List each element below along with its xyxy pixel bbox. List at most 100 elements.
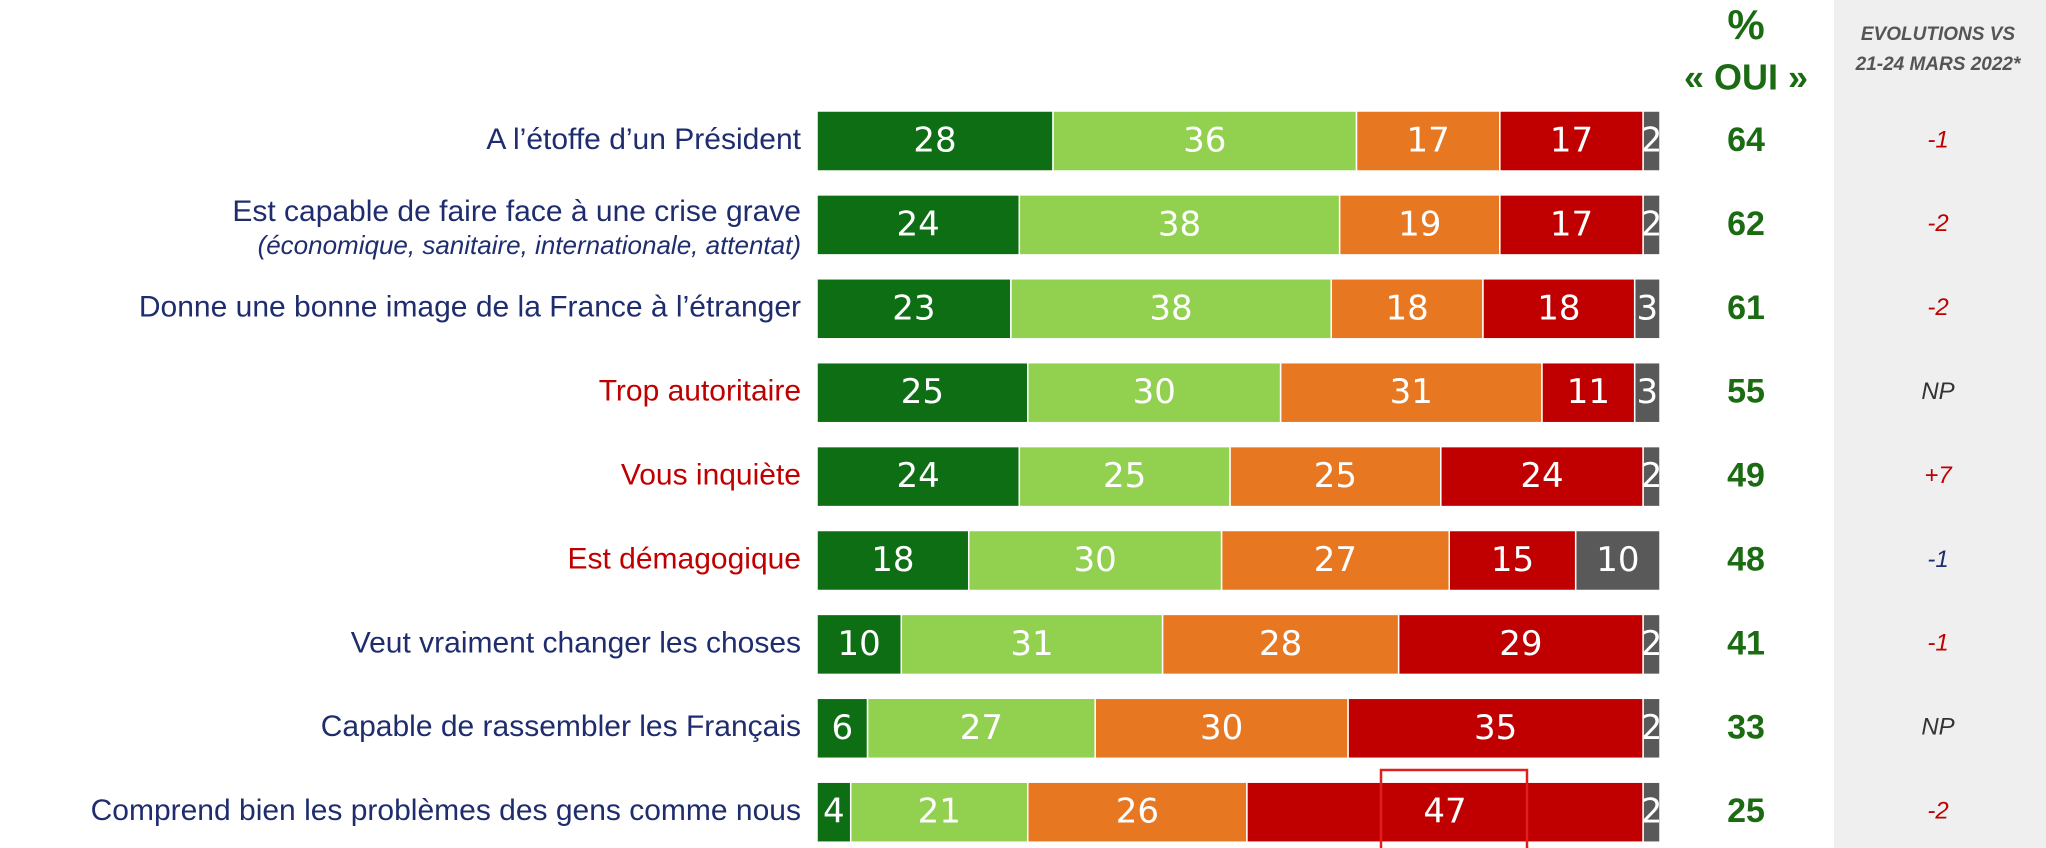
bar-label: 25 bbox=[1314, 456, 1357, 496]
bar-segment bbox=[816, 361, 1029, 424]
bar-segment bbox=[1347, 697, 1644, 760]
bar-label: 29 bbox=[1499, 624, 1542, 664]
bar-label: 24 bbox=[897, 204, 940, 244]
evolution-value: -1 bbox=[1927, 546, 1948, 573]
evolution-value: -2 bbox=[1927, 294, 1948, 321]
evolution-value: -2 bbox=[1927, 210, 1948, 237]
bar-label: 24 bbox=[897, 456, 940, 496]
bar-label: 2 bbox=[1641, 204, 1663, 244]
bar-label: 4 bbox=[823, 792, 845, 832]
bar-label: 25 bbox=[901, 372, 944, 412]
bar-segment bbox=[816, 697, 869, 760]
oui-value: 33 bbox=[1727, 708, 1765, 746]
bar-label: 19 bbox=[1398, 204, 1441, 244]
oui-title: % bbox=[1727, 1, 1764, 48]
bar-segment bbox=[816, 445, 1021, 508]
bar-label: 3 bbox=[1637, 288, 1659, 328]
category-label: Trop autoritaire bbox=[599, 375, 801, 408]
bar-label: 17 bbox=[1550, 121, 1593, 161]
oui-value: 62 bbox=[1727, 205, 1765, 243]
oui-value: 48 bbox=[1727, 540, 1765, 578]
bar-segment bbox=[1642, 697, 1661, 760]
evolution-panel bbox=[1834, 0, 2046, 848]
bar-segment bbox=[900, 613, 1164, 676]
category-label: Veut vraiment changer les choses bbox=[351, 626, 801, 659]
bar-label: 6 bbox=[831, 708, 853, 748]
bar-label: 3 bbox=[1637, 372, 1659, 412]
bar-segment bbox=[1246, 781, 1644, 843]
bar-label: 26 bbox=[1116, 792, 1159, 832]
bar-segment bbox=[866, 697, 1096, 760]
bar-segment bbox=[1229, 445, 1442, 508]
bar-segment bbox=[1027, 361, 1282, 424]
evolution-value: -1 bbox=[1927, 126, 1948, 153]
evolution-value: NP bbox=[1921, 378, 1954, 405]
oui-value: 49 bbox=[1727, 457, 1765, 495]
category-label: Est démagogique bbox=[568, 542, 802, 575]
bar-label: 11 bbox=[1567, 372, 1610, 412]
bar-label: 10 bbox=[1596, 540, 1639, 580]
bar-segment bbox=[1448, 529, 1577, 592]
evolution-value: -2 bbox=[1927, 798, 1948, 825]
bar-segment bbox=[1574, 529, 1661, 592]
bar-label: 27 bbox=[1314, 540, 1357, 580]
bar-label: 23 bbox=[892, 288, 935, 328]
bar-label: 28 bbox=[913, 121, 956, 161]
bar-segment bbox=[816, 278, 1012, 340]
bar-label: 38 bbox=[1158, 204, 1201, 244]
evolution-value: NP bbox=[1921, 714, 1954, 741]
bar-segment bbox=[1010, 278, 1332, 340]
evolution-title: EVOLUTIONS VS bbox=[1861, 24, 2015, 45]
bar-label: 30 bbox=[1133, 372, 1176, 412]
oui-value: 64 bbox=[1727, 121, 1765, 159]
bars: A l’étoffe d’un Président 28 36 17 17 2 64 -1Es… bbox=[91, 110, 1955, 843]
oui-value: 55 bbox=[1727, 373, 1765, 411]
bar-segment bbox=[1642, 781, 1661, 843]
bar-segment bbox=[1161, 613, 1400, 676]
bar-label: 27 bbox=[960, 708, 1003, 748]
evolution-value: -1 bbox=[1927, 630, 1948, 657]
bar-label: 2 bbox=[1641, 708, 1663, 748]
bar-label: 2 bbox=[1641, 792, 1663, 832]
bar-segment bbox=[1052, 110, 1358, 172]
bar-label: 36 bbox=[1183, 121, 1226, 161]
bar-segment bbox=[1397, 613, 1644, 676]
oui-subtitle: « OUI » bbox=[1684, 57, 1808, 98]
category-label: Vous inquiète bbox=[621, 459, 801, 492]
bar-segment bbox=[1633, 278, 1661, 340]
bar-segment bbox=[1633, 361, 1661, 424]
bar-segment bbox=[816, 194, 1021, 256]
bar-label: 25 bbox=[1103, 456, 1146, 496]
oui-value: 41 bbox=[1727, 624, 1765, 662]
bar-segment bbox=[1018, 194, 1341, 256]
category-note: (économique, sanitaire, internationale, … bbox=[258, 230, 801, 260]
bar-label: 24 bbox=[1520, 456, 1563, 496]
highlight-box bbox=[1379, 768, 1529, 848]
bar-segment bbox=[1499, 110, 1644, 172]
bar-label: 31 bbox=[1010, 624, 1053, 664]
bar-label: 2 bbox=[1641, 121, 1663, 161]
bar-segment bbox=[1642, 110, 1661, 172]
bar-segment bbox=[1338, 194, 1501, 256]
bar-label: 30 bbox=[1200, 708, 1243, 748]
bar-segment bbox=[1541, 361, 1636, 424]
bar-segment bbox=[1355, 110, 1501, 172]
bar-label: 18 bbox=[1537, 288, 1580, 328]
bar-label: 2 bbox=[1641, 624, 1663, 664]
bar-segment bbox=[1642, 445, 1661, 508]
bar-segment bbox=[1330, 278, 1484, 340]
bar-label: 31 bbox=[1390, 372, 1433, 412]
bar-label: 2 bbox=[1641, 456, 1663, 496]
oui-value: 61 bbox=[1727, 289, 1765, 327]
category-label: Est capable de faire face à une crise gr… bbox=[232, 195, 801, 228]
bar-label: 35 bbox=[1474, 708, 1517, 748]
bar-segment bbox=[816, 110, 1054, 172]
bar-label: 21 bbox=[918, 792, 961, 832]
bar-label: 38 bbox=[1149, 288, 1192, 328]
bar-segment bbox=[1440, 445, 1644, 508]
bar-segment bbox=[1642, 613, 1661, 676]
bar-label: 18 bbox=[871, 540, 914, 580]
bar-segment bbox=[1027, 781, 1248, 843]
category-label: Comprend bien les problèmes des gens com… bbox=[91, 794, 801, 827]
